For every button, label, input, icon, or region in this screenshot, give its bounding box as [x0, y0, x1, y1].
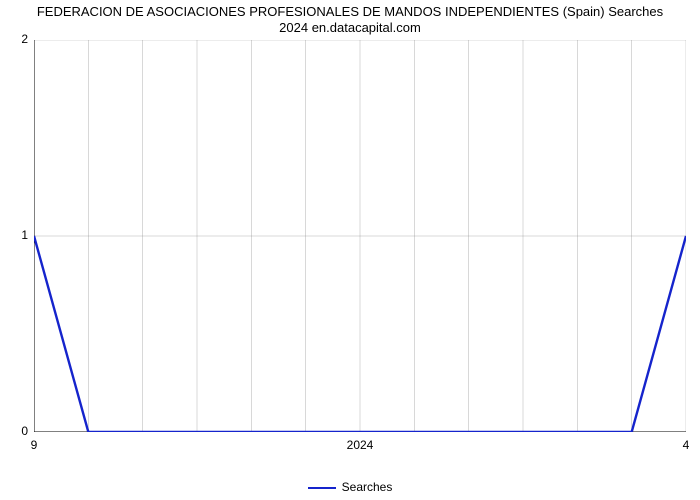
- chart-title-line2: 2024 en.datacapital.com: [279, 20, 421, 35]
- legend: Searches: [0, 480, 700, 494]
- plot-area: [34, 40, 686, 432]
- y-tick-label: 1: [8, 228, 28, 242]
- legend-label: Searches: [342, 480, 393, 494]
- chart-title-line1: FEDERACION DE ASOCIACIONES PROFESIONALES…: [37, 4, 663, 19]
- chart-title: FEDERACION DE ASOCIACIONES PROFESIONALES…: [0, 4, 700, 37]
- y-tick-label: 0: [8, 424, 28, 438]
- x-tick-label: 4: [683, 438, 690, 452]
- x-tick-label: 9: [31, 438, 38, 452]
- y-tick-label: 2: [8, 32, 28, 46]
- x-tick-label: 2024: [347, 438, 374, 452]
- legend-swatch: [308, 487, 336, 489]
